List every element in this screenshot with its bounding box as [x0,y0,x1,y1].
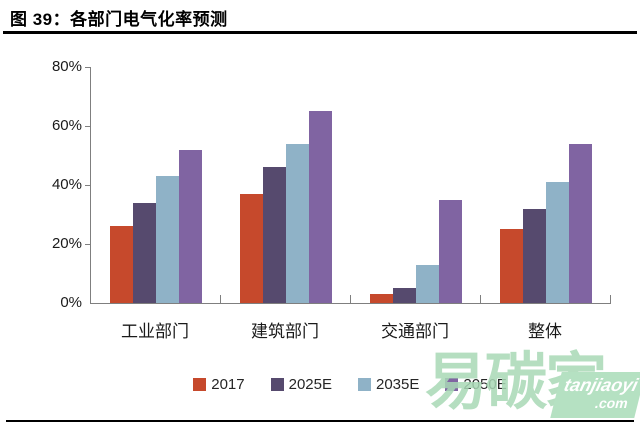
legend-swatch-icon [358,377,371,391]
y-axis-tick-label: 80% [51,58,82,75]
bar-2025E-整体 [523,208,546,303]
x-axis-category-label: 整体 [528,322,562,341]
bar-2050E-建筑部门 [309,111,332,303]
y-axis-tick-label: 40% [51,176,82,193]
legend-label: 2017 [211,375,245,393]
legend-label: 2035E [376,375,420,393]
x-axis-tick [480,295,481,303]
bar-2017-交通部门 [370,294,393,303]
y-axis-tick [85,243,91,245]
figure-title: 图 39：各部门电气化率预测 [10,10,228,29]
x-axis-tick [350,295,351,303]
bar-2035E-整体 [546,182,569,303]
x-axis-tick [220,295,221,303]
legend-label: 2025E [288,375,332,393]
bar-2050E-工业部门 [179,149,202,303]
y-axis-tick-label: 0% [60,294,82,311]
y-axis-tick [85,184,91,186]
y-axis-tick-label: 60% [51,117,82,134]
bottom-rule [6,420,634,422]
watermark-badge-tld: .com [593,395,630,411]
legend-swatch-icon [193,377,207,391]
bar-2017-建筑部门 [240,193,263,303]
legend-item-2017: 2017 [193,375,245,393]
x-axis-category-label: 交通部门 [381,322,449,341]
bar-2050E-整体 [569,143,592,303]
bar-2035E-交通部门 [416,264,439,303]
bar-2025E-建筑部门 [263,167,286,303]
bar-2035E-建筑部门 [286,143,309,303]
chart-legend: 2017 2025E 2035E 2050E [90,374,610,394]
bar-2025E-交通部门 [393,288,416,303]
legend-swatch-icon [270,377,284,391]
legend-item-2025E: 2025E [270,375,332,393]
legend-swatch-icon [445,377,459,391]
legend-item-2050E: 2050E [445,375,507,393]
y-axis-tick-label: 20% [51,235,82,252]
x-axis-category-label: 建筑部门 [251,322,319,341]
plot-area [85,66,611,304]
bar-2017-整体 [500,229,523,303]
x-axis-tick [610,295,611,303]
y-axis-tick [85,66,91,68]
x-axis-category-label: 工业部门 [121,322,189,341]
bar-2025E-工业部门 [133,202,156,303]
bar-2050E-交通部门 [439,199,462,303]
title-underline [3,31,637,34]
y-axis-tick [85,125,91,127]
bar-2035E-工业部门 [156,176,179,303]
legend-label: 2050E [463,375,507,393]
bar-2017-工业部门 [110,226,133,303]
legend-item-2035E: 2035E [358,376,419,393]
